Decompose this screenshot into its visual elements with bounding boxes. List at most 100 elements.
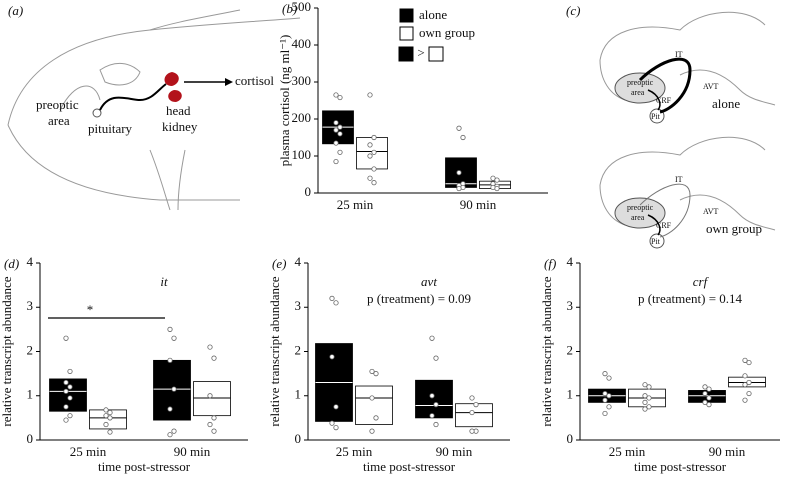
x-tick-label: 25 min bbox=[70, 444, 107, 459]
y-tick-label: 2 bbox=[27, 342, 34, 357]
y-tick-label: 3 bbox=[567, 298, 574, 313]
data-point bbox=[63, 388, 69, 394]
data-point bbox=[433, 355, 439, 361]
data-point bbox=[642, 382, 648, 388]
data-point bbox=[602, 410, 608, 417]
fish-diagram: (a) preoptic area pituitary head kidney … bbox=[7, 3, 301, 211]
data-point bbox=[211, 428, 217, 434]
data-point bbox=[746, 390, 752, 397]
diagram-label: Pit bbox=[651, 237, 661, 246]
diagram-label: AVT bbox=[703, 207, 719, 216]
data-point bbox=[746, 359, 752, 366]
data-point bbox=[433, 401, 439, 408]
data-point bbox=[642, 393, 648, 399]
data-point bbox=[373, 415, 379, 421]
data-point bbox=[367, 153, 373, 159]
data-point bbox=[371, 180, 377, 186]
data-point bbox=[207, 421, 213, 428]
diagram-label: own group bbox=[706, 221, 762, 236]
y-tick-label: 200 bbox=[292, 110, 312, 125]
y-tick-label: 0 bbox=[27, 431, 34, 446]
data-point bbox=[63, 379, 69, 386]
data-point bbox=[333, 120, 339, 126]
data-point bbox=[456, 185, 462, 192]
data-point bbox=[63, 404, 69, 410]
data-point bbox=[333, 425, 339, 431]
data-point bbox=[706, 395, 712, 401]
data-point bbox=[369, 395, 375, 401]
diagram-label: preoptic bbox=[36, 97, 79, 112]
annotation: > bbox=[417, 45, 424, 60]
diagram-label: kidney bbox=[162, 119, 198, 134]
diagram-label: alone bbox=[712, 96, 740, 111]
data-point bbox=[337, 131, 343, 137]
data-point bbox=[646, 395, 652, 401]
data-point bbox=[473, 401, 479, 408]
y-axis-label: plasma cortisol (ng ml⁻¹) bbox=[277, 35, 292, 167]
y-tick-label: 100 bbox=[292, 147, 312, 162]
data-point bbox=[642, 399, 648, 405]
panel-label: (b) bbox=[282, 1, 297, 16]
data-point bbox=[207, 393, 213, 399]
box bbox=[415, 379, 453, 419]
annotation: p (treatment) = 0.09 bbox=[367, 291, 471, 306]
diagram-label: IT bbox=[675, 175, 683, 184]
data-point bbox=[337, 94, 343, 101]
box bbox=[193, 381, 231, 417]
data-point bbox=[63, 417, 69, 423]
diagram-label: area bbox=[48, 113, 70, 128]
y-tick-label: 400 bbox=[292, 36, 312, 51]
data-point bbox=[742, 373, 748, 379]
data-point bbox=[171, 335, 177, 341]
data-point bbox=[702, 384, 708, 390]
brain-diagrams: (c) IT AVT preoptic area CRF Pit alone I… bbox=[566, 3, 776, 249]
y-tick-label: 3 bbox=[295, 298, 302, 313]
data-point bbox=[67, 368, 73, 375]
panel-label: (d) bbox=[4, 256, 19, 271]
data-point bbox=[107, 429, 113, 435]
data-point bbox=[367, 142, 373, 148]
y-tick-label: 300 bbox=[292, 73, 312, 88]
data-point bbox=[107, 409, 113, 416]
data-point bbox=[606, 375, 612, 381]
diagram-label: head bbox=[166, 103, 191, 118]
annotation: * bbox=[87, 302, 94, 317]
y-tick-label: 0 bbox=[295, 431, 302, 446]
data-point bbox=[369, 428, 375, 434]
data-point bbox=[702, 399, 708, 405]
x-axis-label: time post-stressor bbox=[634, 459, 727, 474]
panel-label: (f) bbox=[544, 256, 556, 271]
data-point bbox=[367, 92, 373, 98]
data-point bbox=[67, 413, 73, 419]
data-point bbox=[746, 379, 752, 386]
y-tick-label: 0 bbox=[567, 431, 574, 446]
panel-label: (c) bbox=[566, 3, 580, 18]
y-tick-label: 3 bbox=[27, 298, 34, 313]
y-axis-label: relative transcript abundance bbox=[0, 276, 14, 426]
y-tick-label: 4 bbox=[295, 254, 302, 269]
data-point bbox=[333, 92, 339, 98]
diagram-label: pituitary bbox=[88, 121, 133, 136]
data-point bbox=[371, 134, 377, 141]
data-point bbox=[602, 397, 608, 403]
x-tick-label: 90 min bbox=[174, 444, 211, 459]
data-point bbox=[702, 390, 708, 397]
legend-label: own group bbox=[419, 25, 475, 40]
data-point bbox=[333, 140, 339, 146]
diagram-label: IT bbox=[675, 50, 683, 59]
data-point bbox=[329, 354, 335, 360]
data-point bbox=[602, 371, 608, 377]
data-point bbox=[646, 404, 652, 410]
data-point bbox=[742, 357, 748, 363]
data-point bbox=[67, 395, 73, 401]
diagram-label: AVT bbox=[703, 82, 719, 91]
y-tick-label: 4 bbox=[27, 254, 34, 269]
data-point bbox=[171, 386, 177, 392]
legend-swatch bbox=[399, 26, 414, 41]
data-point bbox=[167, 357, 173, 363]
chart-title: avt bbox=[421, 274, 437, 289]
legend-label: alone bbox=[419, 7, 447, 22]
data-point bbox=[337, 149, 343, 155]
data-point bbox=[494, 177, 500, 183]
